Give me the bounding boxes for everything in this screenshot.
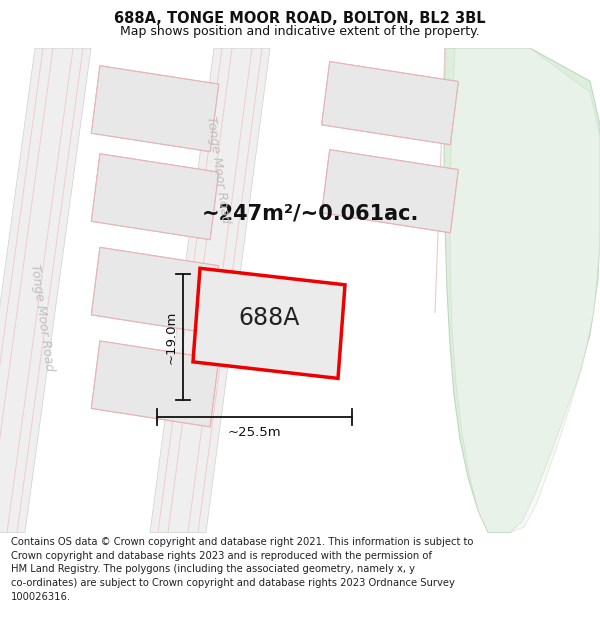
- Polygon shape: [150, 48, 270, 532]
- Text: 688A: 688A: [238, 306, 299, 330]
- Polygon shape: [91, 248, 219, 333]
- Text: ~25.5m: ~25.5m: [227, 426, 281, 439]
- Polygon shape: [91, 341, 219, 427]
- Polygon shape: [444, 48, 600, 532]
- Text: Map shows position and indicative extent of the property.: Map shows position and indicative extent…: [120, 24, 480, 38]
- Polygon shape: [0, 48, 91, 532]
- Text: 688A, TONGE MOOR ROAD, BOLTON, BL2 3BL: 688A, TONGE MOOR ROAD, BOLTON, BL2 3BL: [114, 11, 486, 26]
- Text: Tonge Moor Road: Tonge Moor Road: [204, 115, 232, 224]
- Text: Contains OS data © Crown copyright and database right 2021. This information is : Contains OS data © Crown copyright and d…: [11, 537, 473, 601]
- Text: ~247m²/~0.061ac.: ~247m²/~0.061ac.: [202, 203, 419, 223]
- Polygon shape: [193, 268, 345, 378]
- Polygon shape: [450, 48, 600, 532]
- Text: Tonge Moor Road: Tonge Moor Road: [28, 263, 56, 372]
- Polygon shape: [322, 149, 458, 232]
- Text: ~19.0m: ~19.0m: [165, 311, 178, 364]
- Polygon shape: [91, 66, 219, 152]
- Polygon shape: [322, 62, 458, 145]
- Polygon shape: [91, 154, 219, 240]
